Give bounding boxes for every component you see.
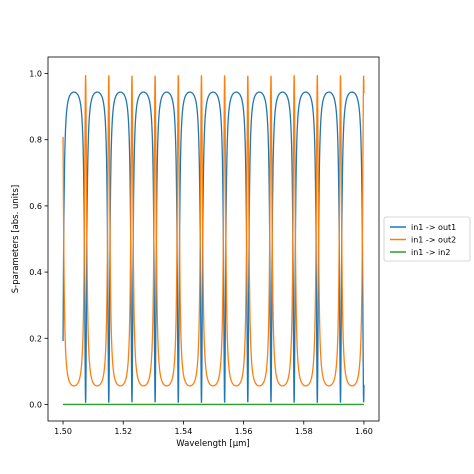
legend: in1 -> out1 in1 -> out2 in1 -> in2 <box>383 216 471 262</box>
y-axis: 0.0 0.2 0.4 0.6 0.8 1.0 <box>29 70 48 409</box>
y-tick-label: 0.6 <box>29 202 42 211</box>
y-tick-label: 0.4 <box>29 268 42 277</box>
x-axis: 1.50 1.52 1.54 1.56 1.58 1.60 <box>54 421 373 436</box>
x-tick-label: 1.54 <box>175 427 193 436</box>
series-layer <box>62 75 365 406</box>
legend-label: in1 -> out2 <box>411 236 456 245</box>
x-tick-label: 1.52 <box>114 427 132 436</box>
plot-frame <box>47 56 380 422</box>
x-tick-label: 1.56 <box>235 427 253 436</box>
x-tick-label: 1.58 <box>295 427 313 436</box>
legend-label: in1 -> out1 <box>411 223 456 232</box>
legend-label: in1 -> in2 <box>411 248 450 257</box>
x-axis-label: Wavelength [μm] <box>176 439 249 449</box>
legend-box <box>383 216 471 262</box>
y-tick-label: 0.2 <box>29 334 42 343</box>
y-axis-label: S-parameters [abs. units] <box>11 185 21 293</box>
y-tick-label: 1.0 <box>29 70 42 79</box>
x-tick-label: 1.50 <box>54 427 72 436</box>
y-tick-label: 0.8 <box>29 136 42 145</box>
y-tick-label: 0.0 <box>29 400 42 409</box>
x-tick-label: 1.60 <box>355 427 373 436</box>
series-line-in1-out2 <box>62 75 365 387</box>
series-line-in1-out1 <box>62 91 365 403</box>
plot-area <box>48 57 379 421</box>
